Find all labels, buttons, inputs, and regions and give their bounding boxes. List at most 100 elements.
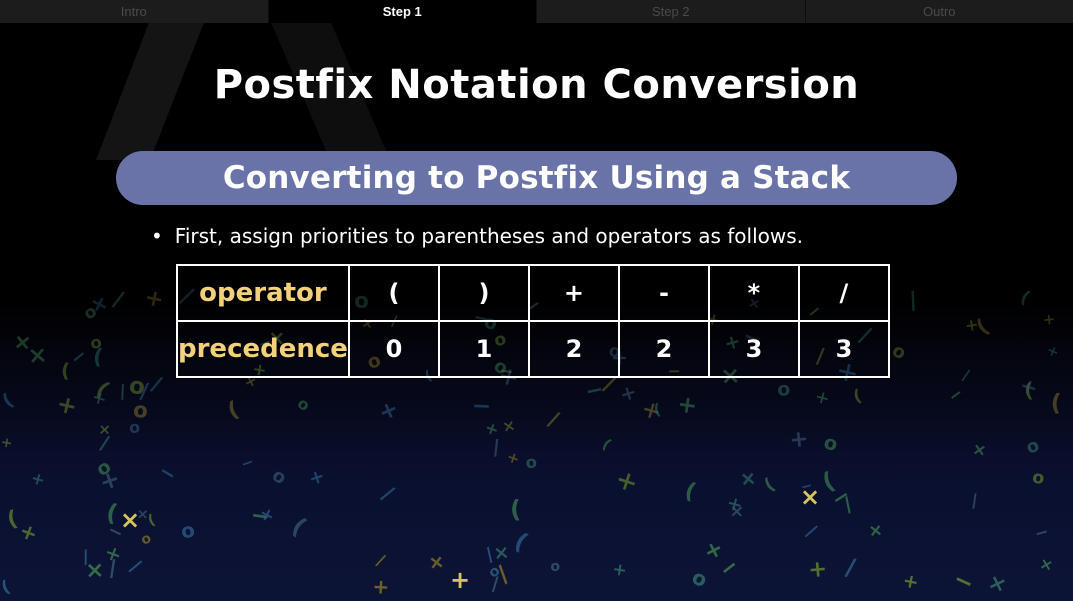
operator-cell: *: [707, 264, 800, 322]
tab-intro[interactable]: Intro: [0, 0, 268, 23]
section-banner-text: Converting to Postfix Using a Stack: [222, 160, 851, 196]
decorative-math-symbol-highlight: ×: [800, 483, 820, 511]
decorative-math-symbol: o: [139, 530, 155, 549]
decorative-math-symbol: o: [179, 518, 197, 543]
decorative-math-symbol: /: [117, 381, 129, 403]
decorative-math-symbol: +: [964, 315, 980, 336]
decorative-math-symbol: −: [238, 452, 256, 473]
decorative-math-symbol: o: [822, 430, 840, 456]
precedence-cell: 2: [527, 320, 620, 378]
decorative-math-symbol: (: [0, 390, 17, 412]
page-title: Postfix Notation Conversion: [213, 62, 860, 108]
decorative-math-symbol: (: [851, 386, 863, 406]
precedence-cell: 3: [797, 320, 890, 378]
decorative-math-symbol: +: [676, 389, 699, 419]
decorative-math-symbol: (: [5, 506, 20, 533]
decorative-math-symbol: (: [510, 527, 533, 557]
decorative-math-symbol: +: [788, 426, 810, 454]
decorative-math-symbol: /: [492, 574, 499, 595]
precedence-cell: 1: [437, 320, 530, 378]
operator-cell: -: [617, 264, 710, 322]
decorative-math-symbol: (: [225, 397, 242, 424]
precedence-table: operator ( ) + - * / precedence 0 1 2 2 …: [176, 264, 890, 378]
decorative-math-symbol: (: [92, 343, 105, 369]
precedence-cell: 3: [707, 320, 800, 378]
decorative-math-symbol: +: [375, 395, 403, 426]
step-tab-bar: Intro Step 1 Step 2 Outro: [0, 0, 1073, 23]
decorative-math-symbol: −: [249, 502, 272, 530]
decorative-math-symbol: o: [1031, 468, 1045, 489]
decorative-math-symbol: (: [0, 577, 12, 597]
decorative-math-symbol: −: [1032, 521, 1050, 543]
decorative-math-symbol: o: [128, 373, 146, 400]
decorative-math-symbol: /: [545, 407, 562, 433]
decorative-math-symbol: o: [133, 398, 149, 423]
decorative-math-symbol: ×: [729, 502, 744, 522]
table-row-precedence: precedence 0 1 2 2 3 3: [176, 320, 890, 378]
decorative-math-symbol: ×: [985, 569, 1010, 598]
decorative-math-symbol: +: [611, 559, 628, 581]
bullet-text: First, assign priorities to parentheses …: [174, 224, 803, 248]
decorative-math-symbol: −: [799, 478, 814, 496]
decorative-math-symbol: (: [599, 436, 614, 453]
tab-step-2[interactable]: Step 2: [536, 0, 805, 23]
decorative-math-symbol: −: [944, 383, 966, 406]
decorative-math-symbol: +: [901, 570, 921, 595]
operator-cell: /: [797, 264, 890, 322]
background-slash-shape: [96, 20, 205, 160]
decorative-math-symbol: (: [287, 512, 312, 541]
decorative-math-symbol: /: [803, 521, 820, 543]
decorative-math-symbol: (: [1017, 287, 1033, 308]
decorative-math-symbol: +: [96, 464, 124, 497]
decorative-math-symbol: /: [904, 286, 922, 315]
decorative-math-symbol: /: [149, 371, 166, 397]
decorative-math-symbol: (: [104, 499, 120, 528]
decorative-math-symbol: /: [374, 551, 388, 571]
decorative-math-symbol: (: [761, 475, 779, 496]
operator-cell: +: [527, 264, 620, 322]
decorative-math-symbol: +: [54, 389, 80, 421]
decorative-math-symbol: −: [949, 564, 978, 598]
decorative-math-symbol: +: [967, 437, 992, 463]
decorative-math-symbol: o: [776, 378, 791, 401]
decorative-math-symbol: /: [377, 481, 397, 506]
decorative-math-symbol: +: [306, 465, 328, 491]
decorative-math-symbol: (: [1023, 380, 1034, 403]
decorative-math-symbol: +: [482, 418, 501, 440]
decorative-math-symbol: (: [652, 400, 662, 419]
decorative-math-symbol: (: [61, 359, 71, 382]
operator-cell: (: [347, 264, 440, 322]
decorative-math-symbol: ×: [501, 416, 517, 436]
decorative-math-symbol: ×: [98, 420, 111, 438]
decorative-math-symbol: /: [126, 555, 144, 577]
tab-step-1[interactable]: Step 1: [267, 0, 536, 23]
decorative-math-symbol: +: [142, 284, 166, 313]
decorative-math-symbol: +: [1017, 373, 1040, 401]
row-header-precedence: precedence: [176, 320, 350, 378]
decorative-math-symbol: +: [372, 574, 390, 599]
decorative-math-symbol: +: [617, 380, 640, 407]
decorative-math-symbol: (: [510, 495, 522, 523]
precedence-cell: 2: [617, 320, 710, 378]
decorative-math-symbol: (: [682, 478, 699, 505]
decorative-math-symbol: +: [29, 468, 47, 490]
decorative-math-symbol: +: [504, 447, 522, 468]
decorative-math-symbol: +: [422, 547, 451, 578]
decorative-math-symbol-highlight: ×: [120, 506, 140, 534]
decorative-math-symbol: o: [888, 340, 910, 364]
precedence-cell: 0: [347, 320, 440, 378]
tab-outro[interactable]: Outro: [804, 0, 1073, 23]
decorative-math-symbol: −: [471, 393, 491, 420]
decorative-math-symbol: /: [961, 366, 972, 385]
decorative-math-symbol: ×: [492, 541, 510, 565]
decorative-math-symbol: /: [139, 379, 150, 405]
decorative-math-symbol: o: [128, 417, 141, 437]
decorative-math-symbol: o: [268, 465, 291, 489]
decorative-math-symbol: ×: [812, 387, 832, 409]
decorative-math-symbol: /: [110, 287, 126, 313]
background-slash-shape-2: [270, 20, 390, 160]
decorative-math-symbol: /: [844, 553, 858, 582]
decorative-math-symbol: ×: [612, 465, 642, 498]
decorative-math-symbol: o: [1023, 435, 1043, 459]
decorative-math-symbol: +: [807, 556, 828, 584]
